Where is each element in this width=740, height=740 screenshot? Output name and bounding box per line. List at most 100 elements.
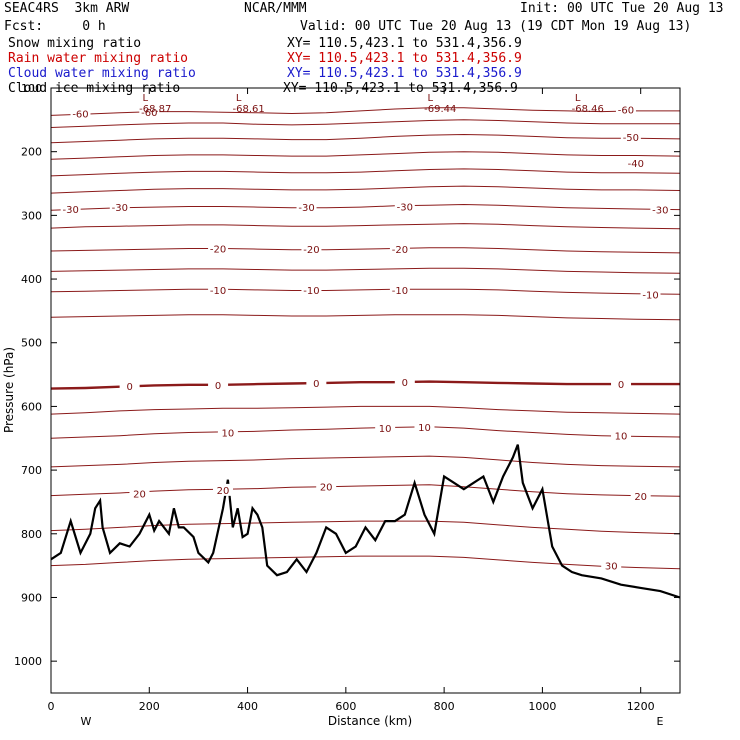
contour-label-bg-15 [389, 283, 410, 296]
contour-label-bg-14 [301, 283, 322, 296]
contour-label-30: 30 [605, 562, 618, 573]
contour-label-bg-17 [119, 380, 140, 393]
contour-label-24: 10 [418, 423, 431, 434]
x-tick-label-0: 0 [48, 700, 55, 713]
y-tick-label-7: 800 [21, 528, 42, 541]
x-tick-label-3: 600 [335, 700, 356, 713]
contour-label-bg-3 [620, 131, 641, 144]
contour-label-1: -60 [141, 108, 157, 119]
contour-label-5: -30 [62, 205, 78, 216]
legend-cloud-water-label: Cloud water mixing ratio [8, 66, 196, 81]
y-tick-label-4: 500 [21, 337, 42, 350]
y-tick-label-8: 900 [21, 591, 42, 604]
contour-label-bg-5 [60, 203, 81, 215]
contour-label-17: 0 [126, 382, 132, 393]
contour-label-bg-13 [208, 283, 229, 296]
plot-frame [50, 87, 681, 694]
contour-label-bg-9 [650, 203, 671, 216]
contour-label-bg-22 [217, 426, 238, 439]
contour-label-18: 0 [215, 381, 221, 392]
x-axis-label: Distance (km) [328, 714, 412, 728]
contour-label-bg-29 [630, 490, 651, 503]
x-tick-label-1: 200 [139, 700, 160, 713]
contour-label-2: -60 [618, 106, 634, 117]
y-tick-label-3: 400 [21, 273, 42, 286]
legend-rain-xy: XY= 110.5,423.1 to 531.4,356.9 [287, 51, 522, 66]
contour-label-7: -30 [298, 203, 314, 214]
contour-label-bg-16 [640, 288, 661, 301]
low-marker-3: L [575, 93, 581, 104]
contour-label-16: -10 [642, 290, 658, 301]
isotherm-6 [50, 203, 681, 211]
contour-label-14: -10 [303, 286, 319, 297]
terrain-line [50, 444, 681, 599]
contour-label-20: 0 [402, 378, 408, 389]
forecast-hour: Fcst: 0 h [4, 19, 106, 34]
isotherm-3 [50, 151, 681, 160]
x-west-label: W [81, 715, 92, 728]
isotherm-10 [50, 288, 681, 295]
contour-label-bg-6 [109, 201, 130, 214]
contour-label-bg-11 [301, 243, 322, 256]
contour-label-bg-19 [306, 376, 327, 389]
contour-label-8: -30 [397, 202, 413, 213]
y-tick-label-2: 300 [21, 209, 42, 222]
contour-label-27: 20 [217, 486, 230, 497]
isotherm-15 [50, 455, 681, 468]
contour-label-bg-23 [375, 422, 396, 435]
contour-label-bg-10 [208, 242, 229, 255]
contour-label-4: -40 [628, 159, 644, 170]
y-tick-label-6: 700 [21, 464, 42, 477]
legend-rain-label: Rain water mixing ratio [8, 51, 189, 66]
low-value-1: -68.61 [233, 104, 265, 115]
y-tick-label-1: 200 [21, 146, 42, 159]
contour-label-6: -30 [112, 203, 128, 214]
contour-label-22: 10 [222, 429, 235, 440]
contour-label-19: 0 [313, 379, 319, 390]
terrain-layer [50, 444, 681, 599]
isotherm-11 [50, 314, 681, 321]
low-marker-0: L [142, 93, 148, 104]
legend-snow-xy: XY= 110.5,423.1 to 531.4,356.9 [287, 36, 522, 51]
isotherm-layer [50, 107, 681, 570]
isotherm-16 [50, 484, 681, 497]
isotherm-1 [50, 119, 680, 128]
contour-label-bg-12 [389, 243, 410, 256]
model-title: SEAC4RS 3km ARW [4, 1, 130, 16]
contour-label-3: -50 [623, 133, 639, 144]
legend-cloud-water-xy: XY= 110.5,423.1 to 531.4,356.9 [287, 66, 522, 81]
x-east-label: E [657, 715, 664, 728]
x-tick-label-6: 1200 [627, 700, 655, 713]
isotherm-5 [50, 185, 681, 194]
isotherm-2 [50, 133, 681, 144]
contour-label-bg-8 [394, 200, 415, 213]
isotherm-14 [50, 426, 681, 439]
contour-label-0: -60 [72, 109, 88, 120]
contour-label-bg-27 [212, 483, 233, 496]
contour-label-21: 0 [618, 380, 624, 391]
contour-label-29: 20 [634, 492, 647, 503]
low-marker-1: L [236, 93, 242, 104]
contour-label-layer: -60 -60 -60 -50 -40 -30 -30 -30 -30 -30 -20 -20 -20 -… [60, 93, 671, 573]
center-label: NCAR/MMM [244, 1, 307, 16]
contour-label-bg-4 [625, 157, 646, 170]
y-tick-label-9: 1000 [14, 655, 42, 668]
contour-label-9: -30 [652, 206, 668, 217]
contour-label-12: -20 [392, 245, 408, 256]
x-tick-label-5: 1000 [528, 700, 556, 713]
y-axis-label: Pressure (hPa) [2, 347, 16, 433]
contour-label-bg-25 [611, 429, 632, 442]
y-tick-label-0: 100 [21, 82, 42, 95]
contour-label-bg-0 [70, 107, 91, 120]
isotherm-17 [50, 520, 681, 535]
contour-label-28: 20 [320, 483, 333, 494]
contour-label-bg-1 [139, 106, 160, 119]
contour-label-bg-20 [394, 376, 415, 389]
contour-label-10: -20 [210, 244, 226, 255]
contour-label-11: -20 [303, 245, 319, 256]
init-time: Init: 00 UTC Tue 20 Aug 13 [520, 1, 724, 16]
low-marker-2: L [428, 93, 434, 104]
contour-label-23: 10 [379, 424, 392, 435]
